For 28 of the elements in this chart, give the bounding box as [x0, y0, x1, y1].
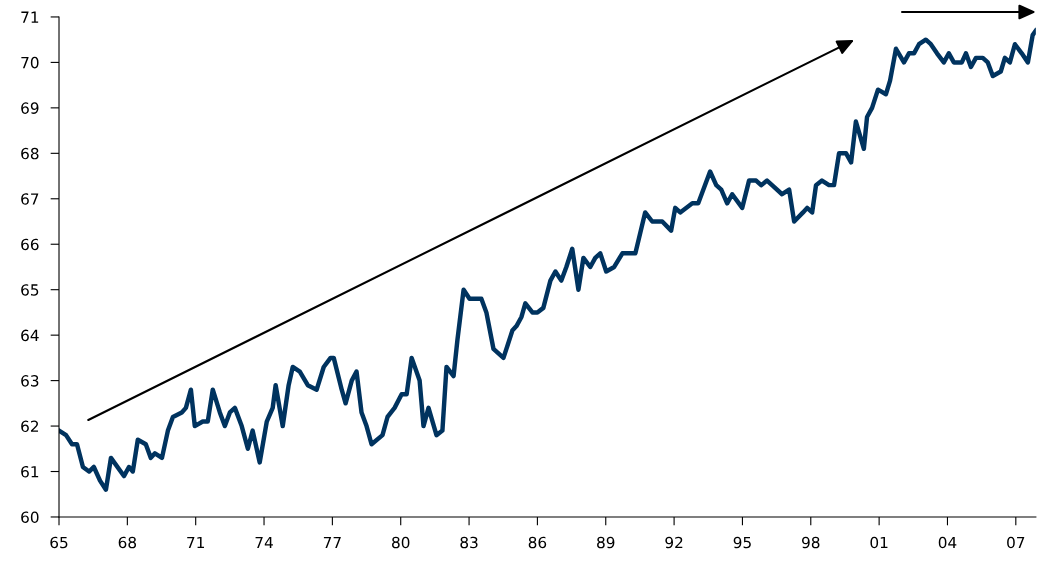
x-tick-label: 01: [870, 536, 888, 549]
y-tick-label: 64: [21, 329, 39, 342]
x-tick-label: 86: [528, 536, 547, 549]
y-tick-label: 69: [21, 102, 39, 114]
y-tick-label: 70: [21, 56, 39, 69]
x-tick-label: 80: [392, 536, 410, 549]
y-tick-label: 67: [21, 193, 39, 205]
x-tick-label: 95: [733, 536, 751, 549]
y-tick-label: 60: [21, 511, 39, 523]
x-tick-label: 83: [460, 536, 478, 549]
y-tick-label: 68: [21, 147, 39, 160]
y-tick-label: 66: [21, 238, 39, 251]
x-tick-label: 68: [118, 536, 137, 549]
x-tick-label: 04: [938, 536, 957, 549]
x-tick-label: 65: [50, 536, 68, 549]
y-tick-label: 63: [21, 375, 39, 387]
x-tick-label: 92: [665, 536, 683, 549]
y-tick-label: 62: [21, 420, 39, 433]
line-series: [59, 28, 1036, 492]
x-tick-label: 07: [1007, 536, 1025, 549]
y-tick-label: 71: [21, 11, 39, 23]
x-tick-label: 71: [187, 536, 204, 549]
x-tick-label: 89: [597, 536, 615, 549]
x-tick-label: 77: [323, 536, 341, 549]
y-tick-label: 61: [21, 465, 39, 478]
x-tick-label: 74: [255, 536, 273, 549]
x-tick-label: 98: [802, 536, 820, 549]
y-tick-label: 65: [21, 284, 39, 296]
